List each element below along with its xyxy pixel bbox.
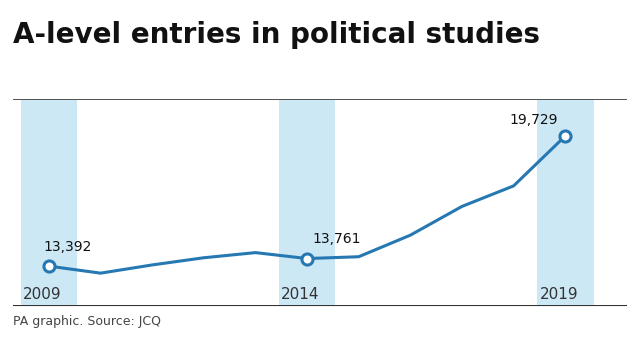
Text: 13,392: 13,392 (44, 240, 92, 254)
Text: PA graphic. Source: JCQ: PA graphic. Source: JCQ (13, 315, 161, 328)
Text: 2019: 2019 (540, 287, 578, 302)
Text: 2014: 2014 (281, 287, 320, 302)
Text: 19,729: 19,729 (509, 113, 557, 127)
Bar (20, 100, 77, 305)
Text: 2009: 2009 (23, 287, 61, 302)
Text: 13,761: 13,761 (312, 232, 361, 246)
Text: A-level entries in political studies: A-level entries in political studies (13, 21, 540, 49)
Bar (278, 100, 335, 305)
Bar (537, 100, 594, 305)
